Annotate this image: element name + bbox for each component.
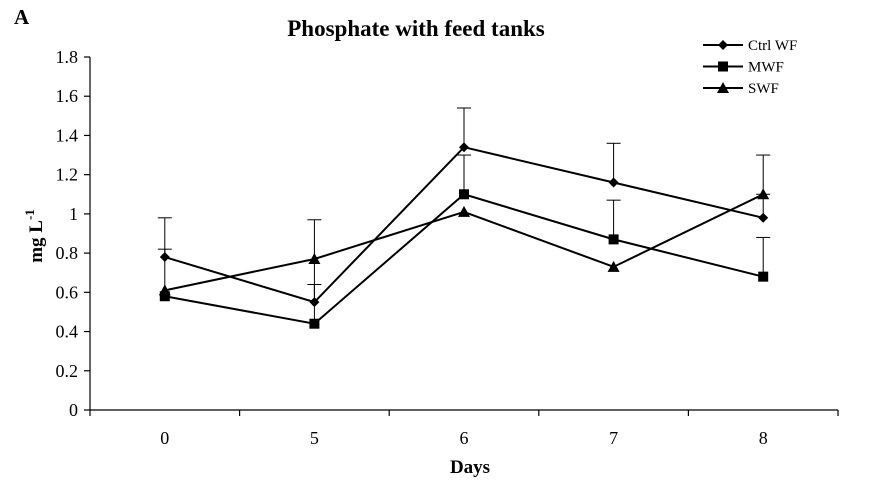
series-mwf (157, 154, 771, 329)
legend-label: Ctrl WF (748, 38, 797, 54)
data-point (607, 260, 620, 272)
data-point (308, 252, 321, 264)
y-axis-label-text: mg L (26, 220, 47, 263)
y-tick-label: 0.2 (56, 361, 79, 381)
series-swf (158, 154, 771, 296)
y-tick-label: 1.8 (56, 47, 79, 67)
data-point (458, 205, 470, 217)
data-point (608, 234, 619, 245)
data-point (608, 177, 619, 188)
legend: Ctrl WF MWF SWF (703, 38, 797, 97)
legend-item-swf: SWF (703, 81, 779, 97)
y-tick-label: 0 (69, 400, 78, 420)
legend-marker (718, 40, 728, 50)
x-tick-label: 5 (310, 428, 319, 448)
x-tick-label: 8 (759, 428, 768, 448)
legend-label: MWF (748, 60, 784, 76)
data-point (758, 212, 769, 223)
legend-label: SWF (748, 81, 779, 97)
y-tick-label: 1.4 (56, 125, 79, 145)
legend-item-mwf: MWF (703, 60, 784, 76)
data-point (159, 291, 170, 302)
y-tick-label: 0.8 (56, 243, 79, 263)
x-tick-label: 0 (160, 428, 169, 448)
axes: 0 0.2 0.4 0.6 0.8 1 1.2 1.4 1.6 1.8 0 5 6 7 8 (56, 47, 839, 448)
y-tick-label: 1 (69, 204, 78, 224)
chart-title: Phosphate with feed tanks (287, 16, 545, 41)
y-axis-label: mg L-1 (22, 209, 47, 263)
y-tick-label: 0.6 (56, 282, 79, 302)
legend-marker (718, 61, 728, 72)
data-point (757, 188, 770, 200)
plot-area (157, 107, 771, 329)
data-point (758, 271, 769, 282)
y-tick-label: 0.4 (56, 322, 79, 342)
legend-item-ctrl-wf: Ctrl WF (703, 38, 797, 54)
y-tick-label: 1.2 (56, 165, 79, 185)
panel-label: A (14, 5, 30, 29)
y-axis-label-superscript: -1 (22, 209, 37, 220)
data-point (459, 142, 469, 153)
x-tick-label: 7 (609, 428, 618, 448)
data-point (459, 189, 469, 200)
x-tick-label: 6 (460, 428, 469, 448)
legend-marker (717, 82, 729, 93)
data-point (309, 318, 320, 329)
data-point (158, 284, 171, 296)
x-axis-label: Days (450, 457, 490, 478)
y-tick-label: 1.6 (56, 86, 79, 106)
